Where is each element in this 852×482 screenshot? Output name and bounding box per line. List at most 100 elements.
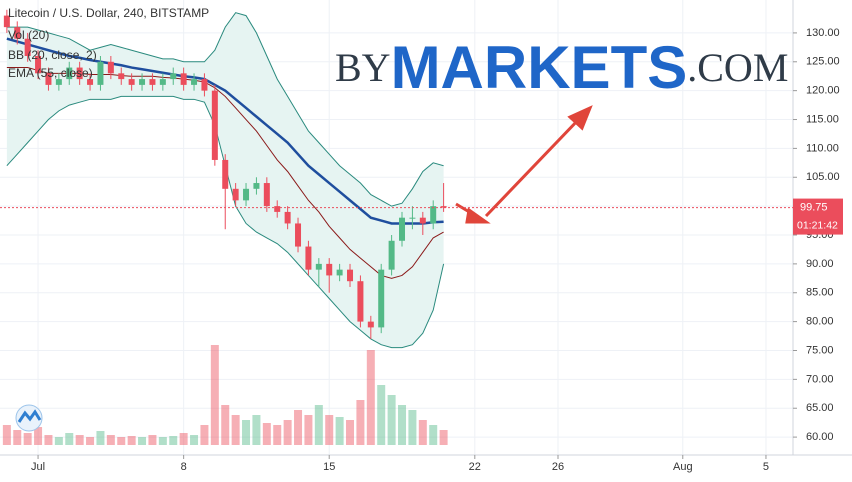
volume [2,345,448,445]
candle-body [201,79,208,91]
y-tick-label: 120.00 [806,85,840,97]
volume-bar [398,405,407,445]
volume-bar [44,435,53,445]
volume-bar [335,417,344,445]
candle-body [191,79,198,85]
candle-body [55,79,62,85]
candle-body [440,206,447,208]
indicator-line [6,12,444,207]
x-tick-label: 8 [181,461,187,473]
indicator-line [6,37,444,225]
arrows [455,105,593,224]
x-tick-label: 22 [469,461,481,473]
candle-body [253,183,260,189]
volume-bar [65,433,74,445]
volume-bar [262,423,271,445]
volume-bar [190,435,199,445]
arrow-up [484,116,582,218]
candle-body [159,79,166,85]
volume-bar [127,436,136,445]
watermark-com: .COM [687,45,788,90]
y-tick-label: 80.00 [806,316,834,328]
candle-body [35,56,42,74]
watermark-markets: MARKETS [391,34,688,101]
candle-body [305,246,312,270]
candle-body [295,223,302,247]
candle-body [430,206,437,224]
volume-bar [13,430,22,445]
y-tick-label: 130.00 [806,27,840,39]
volume-bar [418,420,427,445]
candle-body [45,73,52,85]
y-tick-label: 65.00 [806,402,834,414]
arrow-head [465,207,491,224]
candle-body [139,79,146,85]
volume-bar [179,433,188,445]
y-tick-label: 90.00 [806,258,834,270]
arrow-head [567,105,593,131]
candle-body [76,67,83,80]
legend: Litecoin / U.S. Dollar, 240, BITSTAMP Vo… [8,6,209,80]
x-tick-label: Jul [31,461,45,473]
volume-bar [231,415,240,445]
volume-bar [377,385,386,445]
volume-bar [346,420,355,445]
candle-body [180,73,187,85]
legend-bb: BB (20, close, 2) [8,48,97,62]
candle-body [24,38,31,57]
legend-ema: EMA (55, close) [8,66,93,80]
volume-bar [273,425,282,445]
legend-vol: Vol (20) [8,28,49,42]
volume-bar [304,415,313,445]
candle-body [14,27,21,39]
volume-bar [283,420,292,445]
volume-bar [158,437,167,445]
watermark: BYMARKETS.COM [335,34,788,101]
volume-bar [117,437,126,445]
candle-body [263,183,270,207]
volume-bar [200,425,209,445]
volume-bar [408,410,417,445]
grid [0,0,793,455]
x-tick-label: 5 [763,461,769,473]
last-price-box [793,198,843,235]
y-tick-label: 60.00 [806,431,834,443]
volume-bar [75,435,84,445]
volume-bar [294,410,303,445]
candle-body [128,79,135,85]
volume-bar [356,400,365,445]
candle-body [87,79,94,85]
volume-bar [366,350,375,445]
candle-body [232,188,239,201]
axes: 60.0065.0070.0075.0080.0085.0090.0095.00… [0,27,843,473]
volume-bar [242,420,251,445]
x-tick-label: 26 [552,461,564,473]
y-tick-label: 85.00 [806,287,834,299]
logo [15,404,43,432]
candle-body [357,281,364,322]
volume-bar [314,405,323,445]
y-tick-label: 105.00 [806,171,840,183]
x-tick-label: 15 [323,461,335,473]
volume-bar [96,431,105,445]
volume-bar [387,395,396,445]
y-tick-label: 125.00 [806,56,840,68]
watermark-by: BY [335,45,391,90]
volume-bar [221,405,230,445]
candle-body [419,217,426,224]
volume-bar [2,425,11,445]
candle-body [399,217,406,241]
volume-bar [23,433,32,445]
volume-bar [429,425,438,445]
last-price-label: 99.75 [800,201,828,213]
candles [3,9,447,339]
volume-bar [325,415,334,445]
y-tick-label: 110.00 [806,142,839,154]
candle-body [409,217,416,219]
candle-body [336,269,343,276]
volume-bar [169,436,178,445]
candle-body [66,67,73,80]
candle-body [3,15,10,28]
volume-bar [34,427,43,445]
